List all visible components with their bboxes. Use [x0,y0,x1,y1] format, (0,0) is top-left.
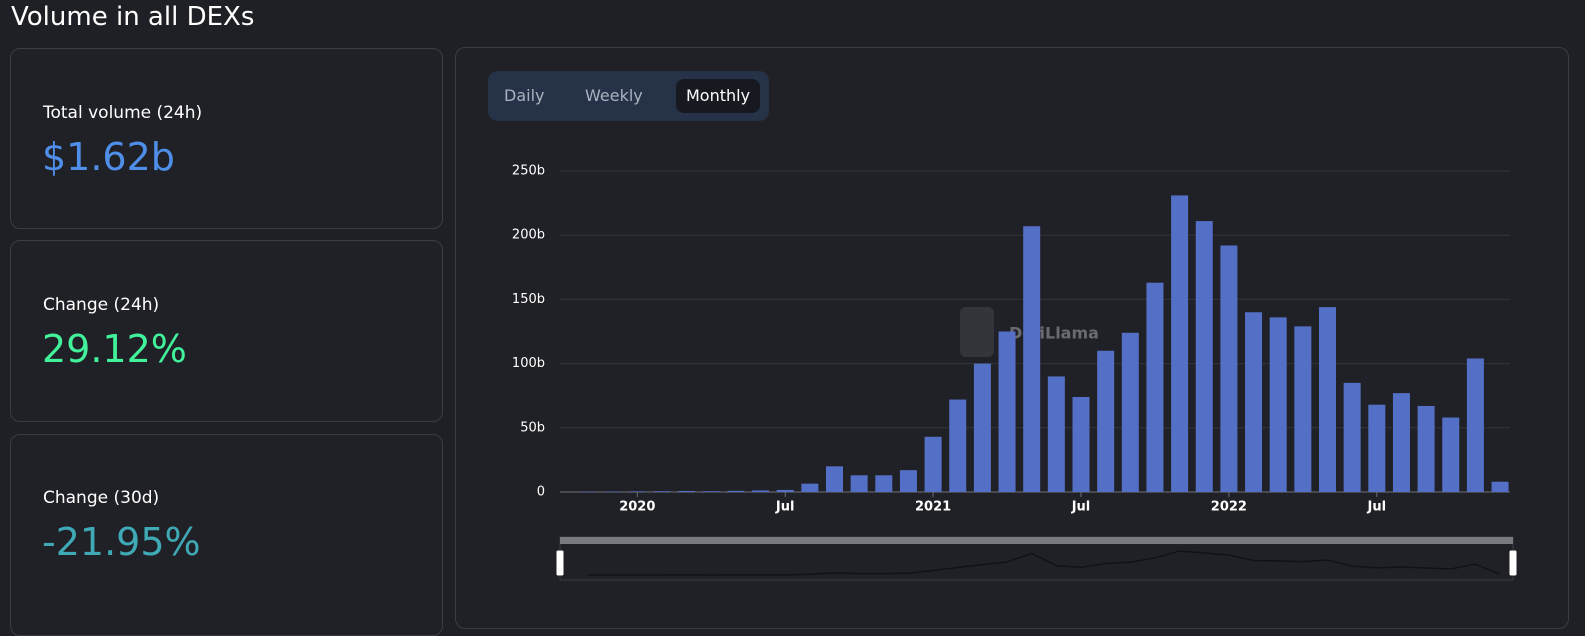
y-tick-label: 50b [520,420,545,435]
x-tick-label: 2022 [1211,500,1247,515]
chart: DefiLlama 0 50b 100b 150b 200b 250b 2020 Jul 202… [455,47,1567,607]
stat-card: Change (24h) 29.12% [10,240,443,422]
bar [1048,376,1065,492]
bar [629,491,646,492]
bar [678,491,695,492]
stat-card: Change (30d) -21.95% [10,434,443,636]
stat-card: Total volume (24h) $1.62b [10,48,443,229]
bar [1196,221,1213,492]
bar [1073,397,1090,492]
bar [1171,195,1188,492]
bar [1023,226,1040,492]
bar [1442,418,1459,492]
x-tick-label: Jul [1071,500,1091,515]
x-tick-label: Jul [775,500,795,515]
bar [777,490,794,492]
bar [1467,358,1484,492]
bar [703,491,720,492]
bar [1344,383,1361,492]
slider-preview [588,551,1500,575]
bar [752,490,769,492]
y-tick-label: 200b [512,228,545,243]
bar [949,400,966,492]
stat-value: 29.12% [42,327,187,371]
x-tick-label: Jul [1367,500,1387,515]
bar [653,491,670,492]
page: Volume in all DEXs Total volume (24h) $1… [0,0,1585,615]
stat-label: Total volume (24h) [43,103,202,123]
page-title: Volume in all DEXs [11,2,254,32]
x-tick-label: 2020 [619,500,655,515]
stat-value: -21.95% [42,520,201,564]
bar [1418,406,1435,492]
bar [1122,333,1139,492]
bar [826,466,843,492]
slider-handle [556,550,564,576]
bar [1492,482,1509,492]
watermark: DefiLlama [1009,324,1099,343]
slider-bar [560,537,1513,544]
bar [604,491,621,492]
y-tick-label: 100b [512,356,545,371]
y-tick-label: 0 [537,485,545,500]
bar [900,470,917,492]
bar [1393,393,1410,492]
bar [999,332,1016,493]
y-tick-label: 250b [512,164,545,179]
bar [925,437,942,492]
bar [1220,245,1237,492]
bar [1245,312,1262,492]
bar [727,491,744,492]
bar [1097,351,1114,492]
bar [875,475,892,492]
bar [1270,317,1287,492]
watermark-icon [960,307,994,357]
slider-handle [1509,550,1517,576]
bar [1294,326,1311,492]
y-tick-label: 150b [512,292,545,307]
bar [1319,307,1336,492]
stat-label: Change (24h) [43,295,159,315]
bar [1146,283,1163,492]
bar [1368,405,1385,492]
bar [801,484,818,492]
bar [974,364,991,492]
stat-label: Change (30d) [43,488,159,508]
x-tick-label: 2021 [915,500,951,515]
bar [851,475,868,492]
stat-value: $1.62b [42,135,175,179]
